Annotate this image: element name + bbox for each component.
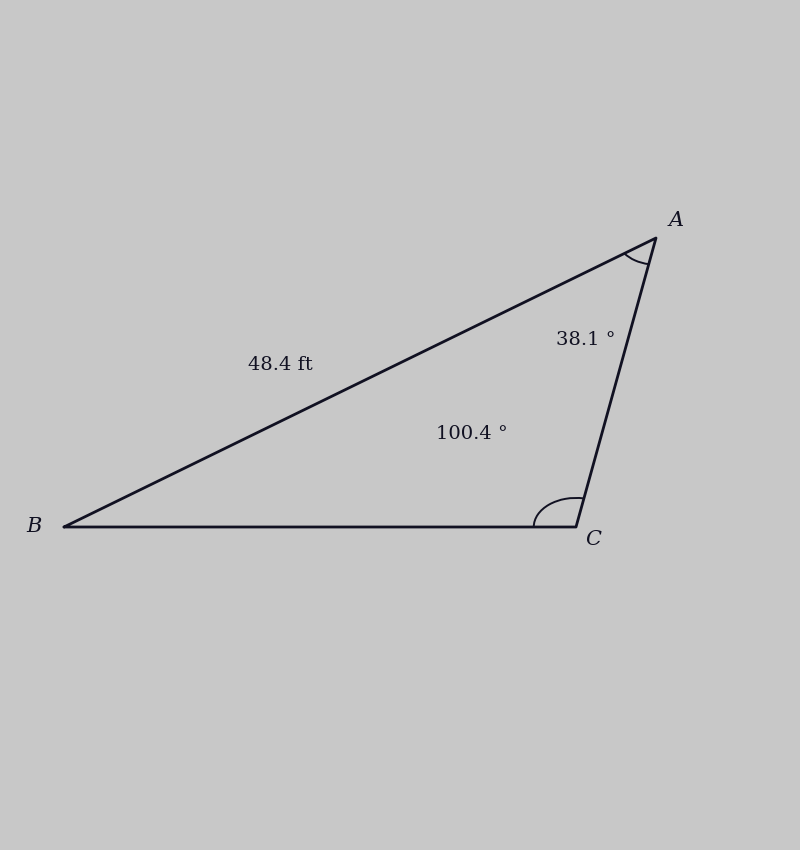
Text: A: A <box>669 212 683 230</box>
Text: 38.1 °: 38.1 ° <box>556 331 615 349</box>
Text: C: C <box>586 530 602 549</box>
Text: B: B <box>26 518 42 536</box>
Text: 48.4 ft: 48.4 ft <box>248 356 312 375</box>
Text: 100.4 °: 100.4 ° <box>436 425 508 443</box>
